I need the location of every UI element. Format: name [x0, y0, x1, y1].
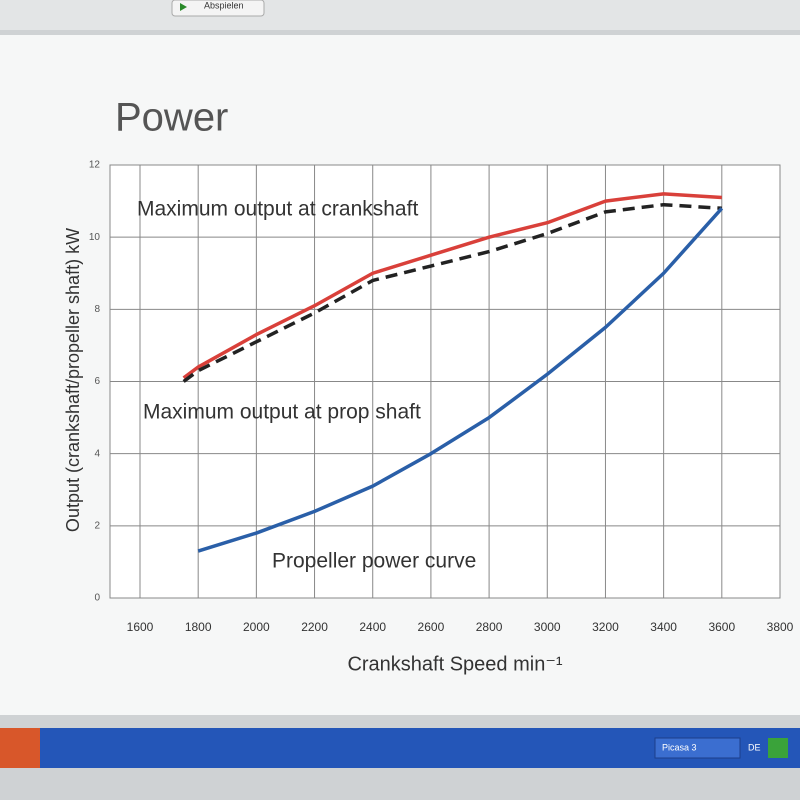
y-tick-label: 10 [89, 232, 101, 243]
play-icon [180, 3, 187, 11]
y-tick-label: 8 [94, 304, 100, 315]
button-label: Abspielen [204, 0, 244, 10]
x-tick-label: 3800 [767, 620, 794, 634]
series-line [182, 192, 722, 380]
x-axis-label: Crankshaft Speed min⁻¹ [347, 653, 562, 675]
y-tick-label: 2 [94, 520, 100, 531]
series-line [197, 207, 724, 553]
y-tick-label: 12 [89, 160, 101, 171]
x-tick-label: 1600 [127, 620, 154, 634]
series-label: Maximum output at crankshaft [137, 198, 418, 221]
series-label: Maximum output at prop shaft [143, 401, 421, 424]
x-tick-label: 2400 [359, 620, 386, 634]
x-tick-label: 3200 [592, 620, 619, 634]
y-tick-label: 6 [94, 376, 100, 387]
x-tick-label: 3400 [650, 620, 677, 634]
language-indicator: DE [748, 742, 761, 752]
x-tick-label: 2600 [418, 620, 445, 634]
x-tick-label: 1800 [185, 620, 212, 634]
play-button[interactable] [171, 0, 265, 17]
x-tick-label: 2200 [301, 620, 328, 634]
taskbar-item-label: Picasa 3 [662, 742, 697, 752]
chart-title: Power [115, 96, 228, 140]
y-axis-label: Output (crankshaft/propeller shaft) kW [63, 228, 83, 532]
toolbar [0, 0, 800, 30]
bezel [0, 768, 800, 800]
series-label: Propeller power curve [272, 550, 476, 573]
start-button[interactable] [0, 728, 40, 768]
x-tick-label: 2000 [243, 620, 270, 634]
taskbar-item[interactable] [654, 737, 741, 759]
y-tick-label: 0 [94, 593, 100, 604]
plot: 0 2 4 6 8 10 12 1600 1800 2000 2200 2400 2600 2800 300… [89, 160, 794, 635]
x-tick-label: 3000 [534, 620, 561, 634]
x-tick-label: 3600 [708, 620, 735, 634]
series-line [182, 202, 722, 383]
x-tick-label: 2800 [476, 620, 503, 634]
tray-icon[interactable] [768, 738, 788, 758]
y-tick-label: 4 [94, 448, 100, 459]
